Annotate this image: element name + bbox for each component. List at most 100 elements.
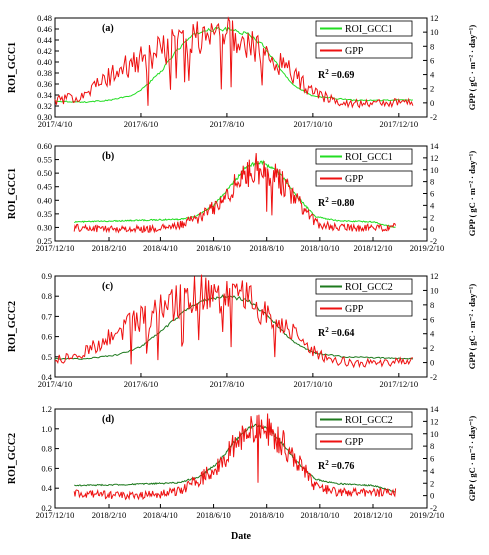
y2-tick-label: 2 — [430, 343, 434, 353]
legend-box — [315, 433, 413, 450]
x-tick-label: 2018/8/10 — [249, 510, 283, 520]
y-tick-label: 0.60 — [37, 141, 52, 151]
y2-tick-label: 6 — [430, 454, 434, 464]
legend-box — [315, 42, 413, 59]
y-tick-label: 0.36 — [37, 79, 52, 89]
y-axis-label: ROI_GCC1 — [7, 168, 18, 219]
legend-box — [315, 148, 413, 165]
x-tick-label: 2018/12/10 — [354, 243, 393, 253]
series-line-gpp — [73, 413, 397, 501]
y2-tick-label: 0 — [430, 98, 434, 108]
y-tick-label: 0.40 — [37, 195, 52, 205]
y2-tick-label: 8 — [430, 300, 434, 310]
y2-tick-label: 2 — [430, 84, 434, 94]
y-tick-label: 0.4 — [41, 372, 52, 382]
series-line-roi-gcc1 — [54, 26, 414, 104]
x-axis-label: Date — [231, 531, 252, 542]
y-tick-label: 0.38 — [37, 68, 52, 78]
legend-label: GPP — [345, 174, 364, 185]
y-tick-label: 0.48 — [37, 13, 52, 23]
y2-tick-label: 4 — [430, 329, 435, 339]
y-tick-label: 0.4 — [41, 483, 52, 493]
y2-axis-label: GPP ( gC · m⁻² · day⁻¹) — [467, 25, 477, 111]
y2-tick-label: 14 — [430, 404, 439, 414]
y-tick-label: 0.55 — [37, 155, 52, 165]
x-tick-label: 2017/8/10 — [210, 119, 244, 129]
panel-b: 0.25 0.30 0.35 0.40 0.45 0.50 0.55 0.60 -2 0 2 46 8 1… — [7, 141, 477, 253]
y2-tick-label: 6 — [430, 55, 434, 65]
y2-tick-label: 0 — [430, 491, 434, 501]
y2-tick-label: 0 — [430, 358, 434, 368]
y2-tick-label: 6 — [430, 189, 434, 199]
legend-box — [315, 170, 413, 187]
legend-label: ROI_GCC2 — [345, 415, 393, 426]
panel-c: 0.4 0.5 0.6 0.7 0.8 0.9 -2 0 2 4 6 8 10 12 2017/4/10 20… — [7, 271, 477, 389]
r2-annotation: R2 =0.76 — [318, 459, 354, 472]
legend-label: GPP — [345, 437, 364, 448]
legend-label: ROI_GCC1 — [345, 24, 393, 35]
y-tick-label: 0.8 — [41, 291, 52, 301]
r2-annotation: R2 =0.80 — [318, 196, 354, 209]
y2-tick-label: -2 — [430, 503, 437, 513]
x-tick-label: 2018/6/10 — [196, 510, 230, 520]
y2-tick-label: 4 — [430, 200, 435, 210]
y-tick-label: 0.5 — [41, 352, 52, 362]
series-line-gpp — [73, 153, 397, 234]
series-line-gpp — [54, 274, 414, 369]
legend-label: ROI_GCC2 — [345, 282, 393, 293]
y-tick-label: 0.34 — [37, 90, 53, 100]
y-tick-label: 0.30 — [37, 222, 52, 232]
y2-tick-label: 6 — [430, 314, 434, 324]
x-tick-label: 2018/12/10 — [354, 510, 393, 520]
x-tick-label: 2018/6/10 — [196, 243, 230, 253]
y-tick-label: 0.9 — [41, 271, 52, 281]
y2-tick-label: 10 — [430, 429, 439, 439]
y-tick-label: 0.46 — [37, 24, 52, 34]
y2-tick-label: 10 — [430, 165, 439, 175]
panel-d: 0.2 0.4 0.6 0.8 1.0 1.2 -2 0 2 4 6 8 10 12 14 2017/12/1… — [7, 404, 477, 542]
legend-label: GPP — [345, 304, 364, 315]
y2-tick-label: 12 — [430, 153, 439, 163]
y-tick-label: 0.2 — [41, 503, 52, 513]
x-tick-label: 2018/8/10 — [249, 243, 283, 253]
panel-a: 0.300.320.340.360.380.400.420.440.460.48… — [7, 13, 477, 129]
y-axis-label: ROI_GCC1 — [7, 42, 18, 93]
y2-tick-label: 4 — [430, 466, 435, 476]
x-tick-label: 2017/10/10 — [293, 119, 332, 129]
legend-box — [315, 411, 413, 428]
y-tick-label: 0.45 — [37, 182, 52, 192]
x-tick-label: 2017/12/10 — [36, 510, 75, 520]
r2-annotation: R2 =0.69 — [318, 68, 354, 81]
panel-label: (b) — [102, 151, 114, 162]
legend-box — [315, 300, 413, 317]
y-tick-label: 0.7 — [41, 311, 52, 321]
series-line-roi-gcc2 — [54, 294, 414, 360]
panel-label: (c) — [102, 281, 113, 292]
x-tick-label: 2018/4/10 — [143, 510, 177, 520]
plot-frame — [54, 275, 428, 378]
y-tick-label: 0.42 — [37, 46, 52, 56]
y-axis-label: ROI_GCC2 — [7, 301, 18, 352]
plot-frame — [54, 17, 428, 118]
y-axis-label: ROI_GCC2 — [7, 433, 18, 484]
x-tick-label: 2017/4/10 — [38, 119, 72, 129]
legend-label: ROI_GCC1 — [345, 152, 393, 163]
y-tick-label: 0.44 — [37, 35, 53, 45]
y2-tick-label: 2 — [430, 478, 434, 488]
y-tick-label: 0.50 — [37, 168, 52, 178]
y-tick-label: 1.0 — [41, 424, 52, 434]
panel-label: (a) — [102, 23, 114, 34]
legend-box — [315, 20, 413, 37]
x-tick-label: 2018/10/10 — [300, 510, 339, 520]
legend-box — [315, 278, 413, 295]
y2-tick-label: 2 — [430, 212, 434, 222]
y-tick-label: 0.25 — [37, 236, 52, 246]
legend-label: GPP — [345, 46, 364, 57]
y2-tick-label: 14 — [430, 141, 439, 151]
y2-axis-label: GPP ( gC · m⁻² · day⁻¹) — [467, 284, 477, 370]
y2-axis-label: GPP ( gC · m⁻² · day⁻¹) — [467, 416, 477, 502]
y-tick-label: 1.2 — [41, 404, 52, 414]
x-tick-label: 2019/2/10 — [410, 243, 444, 253]
x-tick-label: 2018/10/10 — [300, 243, 339, 253]
